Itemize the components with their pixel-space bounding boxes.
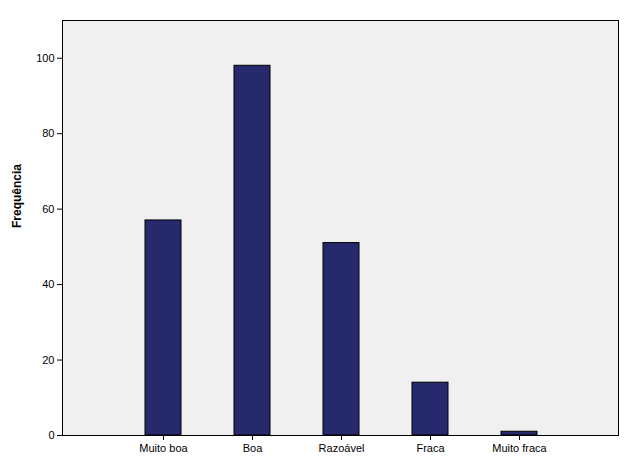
svg-text:100: 100 [36, 52, 54, 64]
svg-text:Razoável: Razoável [319, 442, 365, 454]
svg-text:80: 80 [42, 127, 54, 139]
svg-text:60: 60 [42, 203, 54, 215]
svg-text:0: 0 [48, 429, 54, 441]
svg-text:Muito boa: Muito boa [139, 442, 188, 454]
svg-text:Muito fraca: Muito fraca [492, 442, 547, 454]
svg-text:Fraca: Fraca [416, 442, 445, 454]
svg-text:Frequência: Frequência [10, 164, 24, 228]
svg-text:Boa: Boa [243, 442, 263, 454]
svg-text:40: 40 [42, 278, 54, 290]
svg-text:20: 20 [42, 354, 54, 366]
